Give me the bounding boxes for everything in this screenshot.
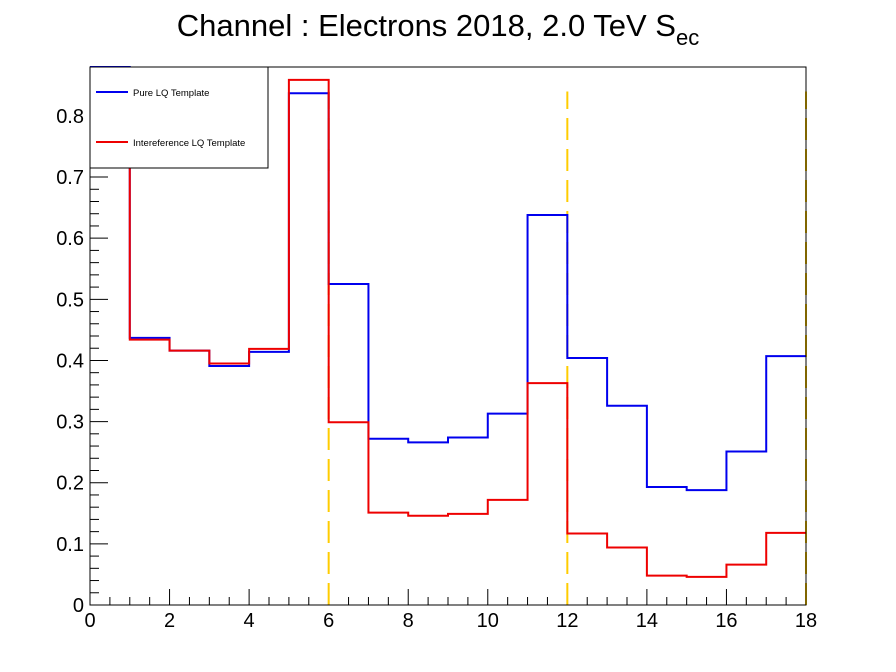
- x-tick-label: 14: [636, 610, 658, 632]
- histogram-series: [90, 66, 806, 578]
- x-tick-label: 16: [715, 610, 737, 632]
- x-tick-label: 18: [795, 610, 817, 632]
- legend-label: Pure LQ Template: [133, 88, 209, 99]
- legend-box: [89, 66, 269, 169]
- chart-title: Channel : Electrons 2018, 2.0 TeV Sec: [177, 8, 699, 50]
- y-tick-label: 0.8: [56, 106, 84, 128]
- y-tick-label: 0.3: [56, 412, 84, 434]
- x-tick-label: 10: [477, 610, 499, 632]
- y-tick-label: 0.1: [56, 534, 84, 556]
- chart-title-subscript: ec: [676, 25, 699, 50]
- x-tick-label: 8: [403, 610, 414, 632]
- x-tick-label: 4: [244, 610, 255, 632]
- histogram-series-line: [90, 78, 806, 578]
- legend: Pure LQ Template Intereference LQ Templat…: [89, 66, 269, 169]
- y-axis: 0 0.1 0.2 0.3 0.4 0.5 0.6 0.7 0.8: [56, 66, 108, 617]
- y-tick-label: 0.5: [56, 289, 84, 311]
- y-tick-label: 0.2: [56, 473, 84, 495]
- plot-frame: [89, 66, 807, 606]
- x-tick-label: 2: [164, 610, 175, 632]
- x-tick-label: 6: [323, 610, 334, 632]
- x-tick-label: 0: [84, 610, 95, 632]
- x-axis: 0 2 4 6 8 10 12 14 16 18: [84, 589, 817, 632]
- y-tick-label: 0.6: [56, 228, 84, 250]
- x-tick-label: 12: [556, 610, 578, 632]
- chart-title-main: Channel : Electrons 2018, 2.0 TeV S: [177, 8, 676, 43]
- y-tick-label: 0: [73, 595, 84, 617]
- legend-label: Intereference LQ Template: [133, 138, 245, 149]
- y-tick-label: 0.4: [56, 350, 84, 372]
- y-tick-label: 0.7: [56, 167, 84, 189]
